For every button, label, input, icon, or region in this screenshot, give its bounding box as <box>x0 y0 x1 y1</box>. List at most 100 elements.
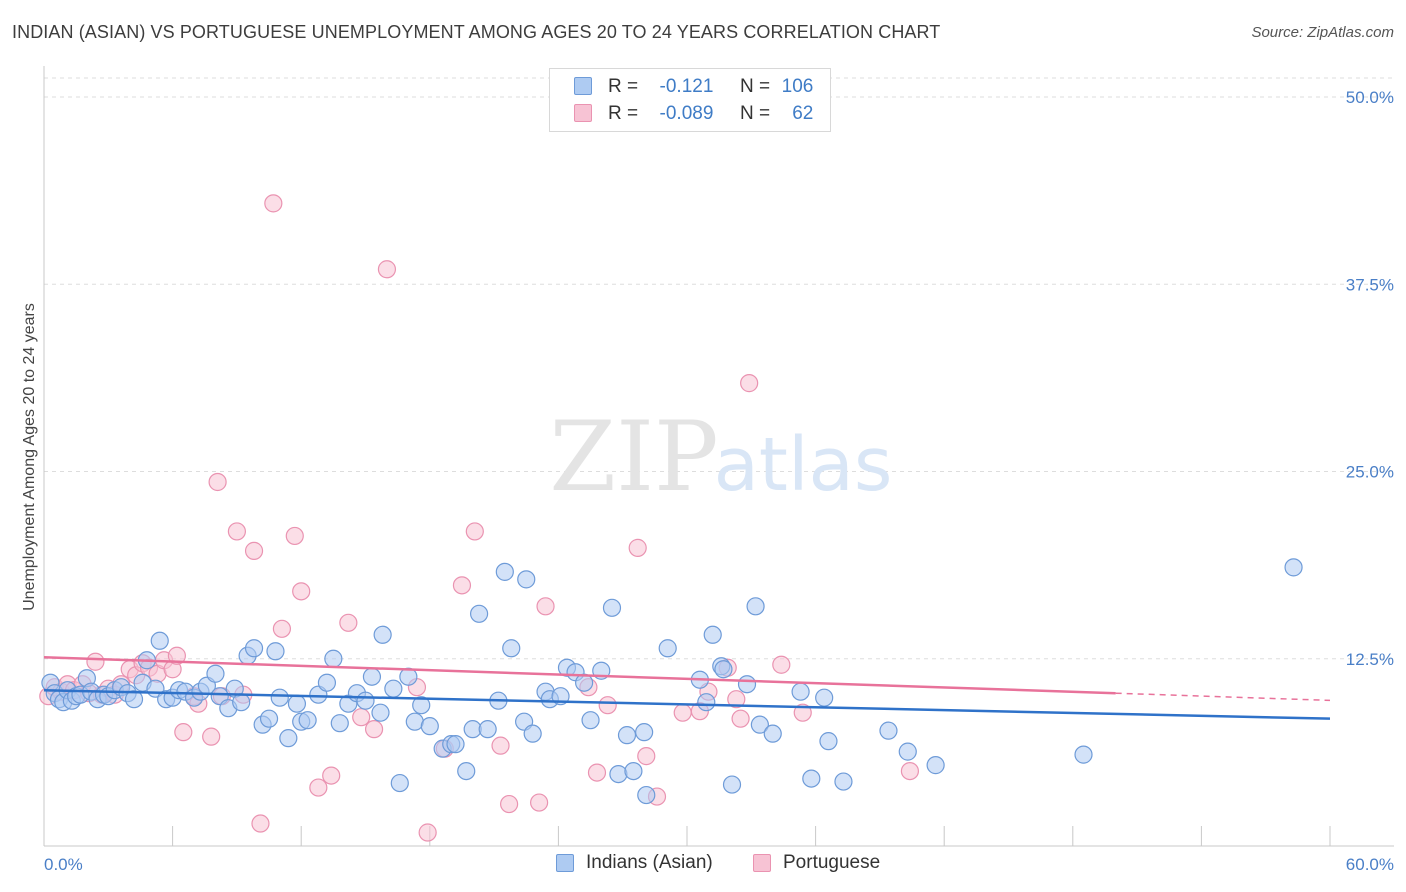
correlation-legend: R = -0.121 N = 106 R = -0.089 N = 62 <box>549 68 831 132</box>
portuguese-point <box>740 374 759 393</box>
legend-swatch-indian <box>574 77 592 95</box>
portuguese-point <box>793 703 812 722</box>
indian-point <box>371 703 390 722</box>
portuguese-point <box>352 708 371 727</box>
indian-point <box>420 717 439 736</box>
portuguese-trend-extension <box>1115 692 1331 702</box>
indian-point <box>703 625 722 644</box>
indian-point <box>746 597 765 616</box>
indian-point <box>722 775 742 794</box>
indian-point <box>317 673 337 692</box>
portuguese-point <box>251 814 270 833</box>
axes <box>43 66 1394 847</box>
legend-r-value: -0.089 <box>659 103 714 124</box>
portuguese-trend-line <box>43 656 1116 695</box>
indian-point <box>362 667 382 686</box>
indian-point <box>926 756 945 775</box>
indian-point <box>279 729 298 748</box>
watermark-atlas: atlas <box>714 422 893 508</box>
indian-point <box>624 761 643 781</box>
indian-point <box>206 664 225 683</box>
indian-point <box>763 724 782 743</box>
portuguese-point <box>587 763 607 782</box>
indian-point <box>412 696 431 715</box>
indian-point <box>517 570 536 589</box>
indian-point <box>697 693 716 712</box>
series-legend: Indians (Asian) Portuguese <box>0 852 1406 878</box>
indian-point <box>834 772 853 791</box>
portuguese-point <box>264 194 283 213</box>
indian-point <box>898 742 917 761</box>
legend-swatch-portuguese <box>753 854 771 872</box>
indian-point <box>405 712 424 731</box>
y-tick-label: 25.0% <box>1346 463 1394 482</box>
indian-point <box>150 631 169 650</box>
portuguese-point <box>452 576 472 595</box>
y-tick-label: 12.5% <box>1346 650 1394 669</box>
portuguese-point <box>772 655 791 674</box>
portuguese-point <box>530 793 549 812</box>
indian-point <box>457 761 476 781</box>
indian-point <box>124 690 144 709</box>
source-credit: Source: ZipAtlas.com <box>1251 24 1394 41</box>
indian-point <box>244 639 264 658</box>
portuguese-points <box>39 194 920 842</box>
portuguese-point <box>536 597 555 616</box>
legend-n-label: N = <box>739 76 771 97</box>
indian-point <box>737 675 757 694</box>
indian-point <box>446 735 465 754</box>
indian-point <box>298 711 317 730</box>
portuguese-point <box>727 690 746 709</box>
portuguese-point <box>628 538 647 557</box>
indian-point <box>373 625 392 644</box>
portuguese-point <box>598 696 617 715</box>
portuguese-point <box>167 646 186 665</box>
indian-point <box>815 688 834 707</box>
indian-point <box>523 724 542 743</box>
indian-point <box>390 773 409 793</box>
indian-point <box>330 714 349 733</box>
portuguese-point <box>465 522 484 541</box>
chart-title: INDIAN (ASIAN) VS PORTUGUESE UNEMPLOYMEN… <box>12 22 941 42</box>
x-tick-label-max: 60.0% <box>1346 855 1394 874</box>
indian-point <box>384 679 403 698</box>
portuguese-point <box>418 823 437 842</box>
legend-label-indian: Indians (Asian) <box>586 852 713 873</box>
trend-lines <box>43 656 1331 720</box>
indian-point <box>502 639 521 658</box>
legend-swatch-portuguese <box>574 104 592 122</box>
indian-point <box>879 721 898 740</box>
indian-point <box>232 693 251 712</box>
indian-point <box>658 639 677 658</box>
portuguese-point <box>364 720 384 739</box>
indian-point <box>750 715 769 734</box>
indian-point <box>714 660 733 679</box>
portuguese-point <box>339 613 358 632</box>
indian-points <box>41 558 1303 805</box>
indian-point <box>581 711 600 730</box>
legend-n-value: 106 <box>781 76 814 97</box>
portuguese-point <box>322 766 341 785</box>
portuguese-point <box>244 541 264 560</box>
legend-r-label: R = <box>608 76 639 97</box>
indian-point <box>637 785 656 805</box>
indian-point <box>1074 745 1093 764</box>
portuguese-point <box>202 727 221 746</box>
portuguese-point <box>292 582 311 601</box>
indian-point <box>802 769 821 788</box>
legend-r-value: -0.121 <box>659 76 714 97</box>
indian-point <box>495 562 514 581</box>
indian-point <box>635 723 654 742</box>
portuguese-point <box>500 794 519 814</box>
indian-point <box>259 709 279 728</box>
portuguese-point <box>491 736 510 755</box>
portuguese-point <box>309 778 328 797</box>
indian-trend-line <box>43 688 1331 720</box>
legend-swatch-indian <box>556 854 574 872</box>
legend-r-label: R = <box>608 103 639 124</box>
portuguese-point <box>174 723 193 742</box>
indian-point <box>356 691 375 710</box>
indian-point <box>478 720 497 739</box>
indian-point <box>791 682 810 701</box>
